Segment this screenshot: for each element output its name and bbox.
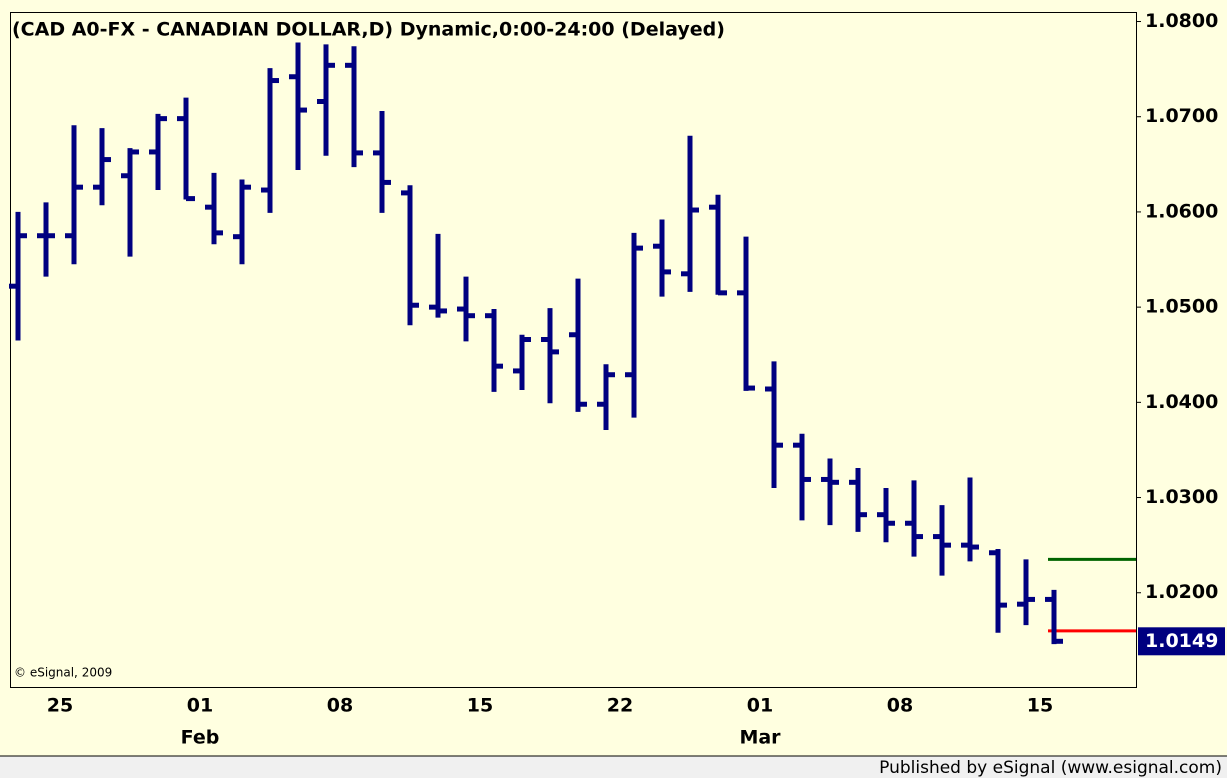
x-tick-label: 15	[467, 695, 493, 717]
footer-bar	[0, 756, 1227, 778]
x-tick-label: 01	[187, 695, 213, 717]
x-tick-label: 01	[747, 695, 773, 717]
y-tick-label: 1.0200	[1145, 581, 1218, 603]
y-tick-label: 1.0500	[1145, 296, 1218, 318]
y-tick-label: 1.0800	[1145, 10, 1218, 32]
y-tick-label: 1.0400	[1145, 391, 1218, 413]
last-price-box	[1138, 627, 1225, 656]
chart-title: (CAD A0-FX - CANADIAN DOLLAR,D) Dynamic,…	[12, 19, 725, 41]
y-tick-label: 1.0600	[1145, 200, 1218, 222]
y-tick-label: 1.0300	[1145, 486, 1218, 508]
month-label: Feb	[181, 727, 220, 749]
y-tick-label: 1.0700	[1145, 105, 1218, 127]
x-tick-label: 15	[1027, 695, 1053, 717]
footer: Published by eSignal (www.esignal.com)	[879, 758, 1222, 778]
x-tick-label: 25	[47, 695, 73, 717]
plot-frame	[10, 12, 1137, 688]
x-tick-label: 22	[607, 695, 633, 717]
last-price-label: 1.0149	[1145, 630, 1218, 652]
x-tick-label: 08	[327, 695, 353, 717]
month-label: Mar	[739, 727, 781, 749]
x-tick-label: 08	[887, 695, 913, 717]
copyright: © eSignal, 2009	[14, 666, 112, 680]
